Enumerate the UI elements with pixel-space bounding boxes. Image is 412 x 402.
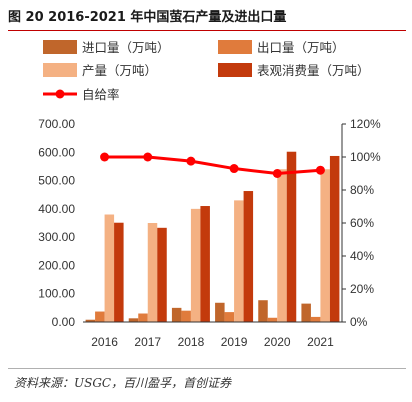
x-tick-label: 2019 [221,335,248,349]
bar-export-2020 [267,317,278,322]
bar-production-2016 [104,214,115,322]
bar-production-2020 [277,169,287,322]
x-tick-label: 2017 [134,335,161,349]
right-tick-label: 20% [350,282,374,296]
right-tick-label: 120% [350,117,381,131]
bar-consumption-2020 [286,151,297,322]
bar-consumption-2019 [243,191,254,322]
left-tick-label: 300.00 [38,230,75,244]
legend-label-production: 产量（万吨） [82,63,157,78]
footer-rule [8,368,406,369]
right-tick-label: 80% [350,183,374,197]
legend-marker-ratio [55,89,65,99]
ratio-point-2016 [100,152,110,162]
bar-export-2021 [310,316,321,322]
bar-export-2017 [138,313,148,322]
ratio-point-2020 [272,169,282,178]
right-tick-label: 40% [350,249,374,263]
legend-label-import: 进口量（万吨） [82,40,170,55]
ratio-point-2019 [229,164,239,174]
bar-production-2019 [234,200,244,322]
legend-swatch-import [43,40,77,54]
ratio-point-2021 [315,165,325,175]
legend: 进口量（万吨） 出口量（万吨） 产量（万吨） 表观消费量（万吨） 自给率 [43,40,370,102]
x-tick-label: 2021 [307,335,334,349]
bar-import-2021 [301,303,311,322]
bar-export-2018 [181,310,191,322]
bar-import-2016 [85,319,96,322]
bar-consumption-2017 [157,227,167,322]
right-axis: 0% 20% 40% 60% 80% 100% 120% [341,117,381,329]
bar-import-2017 [128,318,139,322]
ratio-point-2018 [186,156,196,166]
right-tick-label: 0% [350,315,368,329]
bar-production-2018 [190,208,201,322]
legend-label-export: 出口量（万吨） [257,40,345,55]
left-tick-label: 400.00 [38,202,75,216]
legend-swatch-production [43,63,77,77]
right-tick-label: 60% [350,216,374,230]
left-tick-label: 200.00 [38,258,75,272]
left-tick-label: 100.00 [38,287,75,301]
x-tick-label: 2016 [91,335,118,349]
bar-production-2021 [320,169,330,322]
ratio-line [100,152,325,178]
right-tick-label: 100% [350,150,381,164]
title-rule [8,30,406,31]
legend-swatch-export [218,40,252,54]
bar-import-2019 [215,302,225,322]
left-tick-label: 600.00 [38,145,75,159]
bar-consumption-2016 [114,222,124,322]
x-axis: 2016 2017 2018 2019 2020 2021 [83,321,342,349]
left-tick-label: 0.00 [52,315,76,329]
bar-import-2018 [171,307,182,322]
x-tick-label: 2018 [178,335,205,349]
ratio-series-line [104,155,321,176]
source-note: 资料来源：USGC，百川盈孚，首创证券 [14,376,232,390]
left-tick-label: 700.00 [38,117,75,131]
legend-label-consumption: 表观消费量（万吨） [257,63,370,78]
bars [85,151,340,322]
bar-export-2019 [224,312,235,322]
legend-label-ratio: 自给率 [82,87,120,102]
left-axis: 0.00 100.00 200.00 300.00 400.00 500.00 600.00… [38,117,75,329]
figure-title: 图 20 2016-2021 年中国萤石产量及进出口量 [8,10,287,25]
legend-swatch-consumption [218,63,252,77]
x-tick-label: 2020 [264,335,291,349]
bar-export-2016 [95,311,105,322]
bar-production-2017 [147,223,158,322]
bar-import-2020 [258,300,268,322]
ratio-point-2017 [143,152,153,162]
bar-consumption-2021 [329,155,340,322]
left-tick-label: 500.00 [38,174,75,188]
bar-consumption-2018 [200,206,210,322]
